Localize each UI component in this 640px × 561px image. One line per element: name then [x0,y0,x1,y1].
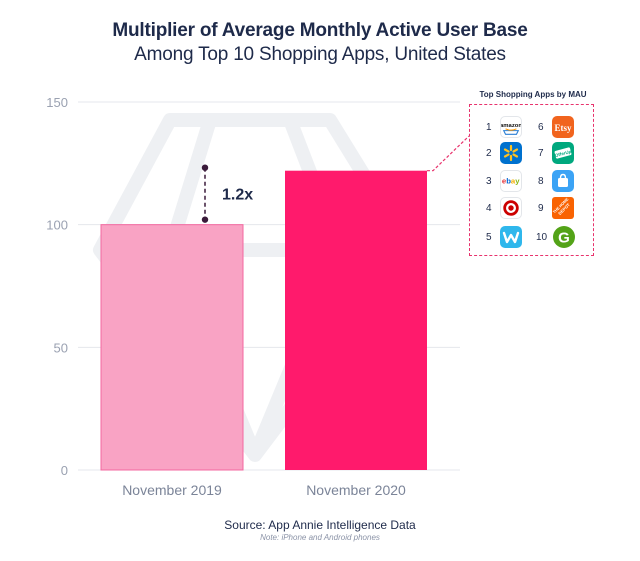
legend-title: Top Shopping Apps by MAU [479,90,587,99]
y-tick-label: 100 [46,218,68,233]
legend-app-9: 9 THE HOME DEPOT [538,197,574,219]
chart-subtitle: Among Top 10 Shopping Apps, United State… [134,44,506,65]
svg-text:ebay: ebay [502,177,520,186]
home-depot-icon: THE HOME DEPOT [552,197,574,219]
app-rank: 9 [538,202,544,214]
ebay-icon: ebay [500,170,522,192]
y-tick-label: 0 [61,463,68,478]
target-icon [500,197,522,219]
multiplier-annotation: 1.2x [201,164,253,223]
chart-title: Multiplier of Average Monthly Active Use… [112,20,528,41]
wish-icon [500,226,522,248]
app-rank: 4 [486,202,492,214]
legend-app-7: 7 OfferUp [538,142,574,164]
legend-connector [427,135,470,172]
walmart-icon [500,142,522,164]
annotation-label: 1.2x [222,187,253,204]
annotation-dot-bottom [201,216,209,223]
bar-1 [100,224,244,471]
amazon-icon: amazon [500,116,522,138]
svg-text:amazon: amazon [501,123,521,129]
legend-app-8: 8 [538,170,574,192]
app-rank: 6 [538,121,544,133]
legend-app-1: 1 amazon [486,116,522,138]
annotation-dot-top [201,164,209,171]
etsy-icon: Etsy [552,116,574,138]
shopping-bag-icon [552,170,574,192]
app-rank: 2 [486,147,492,159]
legend-app-5: 5 [486,226,522,248]
app-rank: 7 [538,147,544,159]
legend-app-4: 4 [486,197,522,219]
legend-app-10: 10 G [536,226,575,248]
svg-text:OfferUp: OfferUp [554,149,572,158]
y-tick-label: 150 [46,95,68,110]
y-tick-label: 50 [54,340,68,355]
x-axis-ticks: November 2019 November 2020 [122,482,406,498]
source-text: Source: App Annie Intelligence Data [224,518,416,532]
groupon-icon: G [553,226,575,248]
legend-app-2: 2 [486,142,522,164]
x-tick-label: November 2019 [122,482,222,498]
app-rank: 10 [536,231,548,243]
bar-2 [285,170,427,470]
svg-text:Etsy: Etsy [554,123,572,133]
app-rank: 5 [486,231,492,243]
legend-app-6: 6 Etsy [538,116,574,138]
app-rank: 1 [486,121,492,133]
note-text: Note: iPhone and Android phones [260,533,380,542]
app-rank: 8 [538,175,544,187]
svg-text:G: G [558,230,570,247]
app-rank: 3 [486,175,492,187]
legend-app-3: 3 ebay [486,170,522,192]
x-tick-label: November 2020 [306,482,406,498]
offerup-icon: OfferUp [552,142,574,164]
bar-chart: 0 50 100 150 November 2019 November 2020 1.2… [46,95,470,498]
y-axis-ticks: 0 50 100 150 [46,95,68,478]
bars [100,170,427,471]
